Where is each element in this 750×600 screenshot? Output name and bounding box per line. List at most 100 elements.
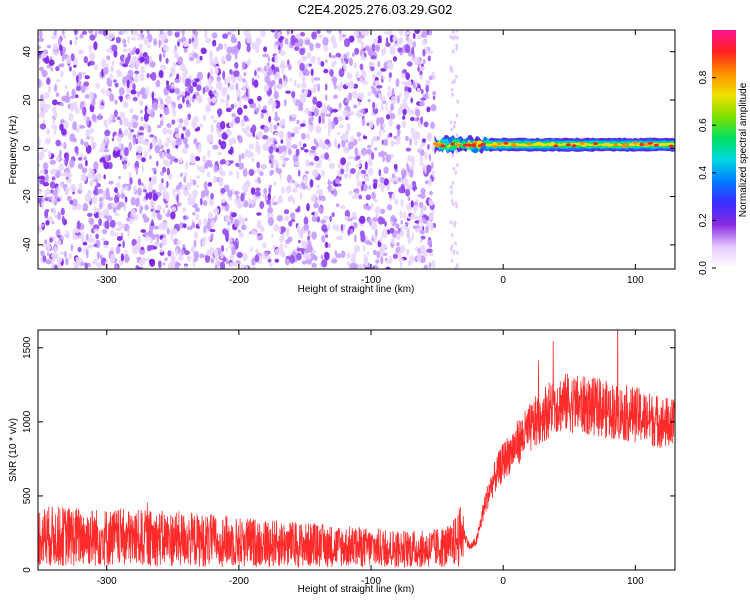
- noise-cell: [291, 114, 298, 118]
- noise-cell: [348, 35, 355, 43]
- noise-cell: [274, 161, 280, 168]
- noise-cell: [173, 53, 179, 59]
- noise-cell: [353, 104, 358, 109]
- noise-cell: [385, 37, 389, 45]
- signal-peak: [593, 142, 598, 146]
- noise-cell: [211, 32, 218, 39]
- noise-cell: [273, 90, 279, 100]
- noise-cell: [83, 156, 87, 161]
- noise-cell: [185, 129, 191, 138]
- noise-cell: [405, 188, 411, 197]
- noise-cell: [292, 126, 300, 135]
- noise-cell: [421, 39, 427, 46]
- noise-cell: [124, 196, 128, 203]
- noise-cell: [372, 101, 376, 110]
- noise-cell: [255, 37, 262, 46]
- noise-cell: [399, 92, 402, 98]
- noise-cell: [75, 256, 81, 262]
- noise-cell: [142, 52, 148, 58]
- noise-cell: [162, 127, 168, 135]
- signal-peak: [462, 143, 468, 147]
- noise-cell: [191, 120, 197, 129]
- noise-cell: [65, 185, 70, 195]
- noise-cell: [451, 153, 455, 158]
- noise-cell: [167, 30, 173, 37]
- noise-cell: [320, 254, 324, 260]
- noise-cell: [229, 122, 234, 128]
- noise-cell: [266, 71, 271, 77]
- noise-cell: [287, 131, 292, 139]
- noise-cell: [242, 84, 246, 91]
- noise-cell: [405, 179, 409, 189]
- noise-cell: [41, 109, 46, 119]
- noise-cell: [83, 141, 89, 148]
- noise-cell: [57, 197, 61, 202]
- noise-cell: [385, 154, 392, 163]
- noise-cell: [279, 226, 286, 233]
- noise-cell: [449, 247, 453, 252]
- noise-cell: [450, 190, 454, 195]
- noise-cell: [264, 254, 271, 260]
- noise-cell: [89, 179, 94, 187]
- noise-cell: [51, 262, 55, 269]
- noise-cell: [126, 79, 130, 89]
- noise-cell: [303, 176, 308, 182]
- noise-cell: [93, 228, 99, 233]
- noise-cell: [208, 90, 213, 97]
- noise-cell: [163, 185, 167, 191]
- noise-cell: [403, 223, 407, 230]
- noise-cell: [138, 43, 144, 48]
- noise-cell: [159, 53, 162, 62]
- noise-cell: [132, 96, 138, 102]
- noise-cell: [449, 120, 453, 125]
- noise-cell: [66, 56, 72, 64]
- noise-cell: [456, 250, 459, 255]
- noise-cell: [386, 59, 392, 69]
- noise-cell: [313, 77, 321, 81]
- noise-cell: [335, 253, 342, 259]
- noise-cell: [397, 47, 403, 53]
- noise-cell: [321, 259, 328, 268]
- noise-cell: [425, 225, 429, 234]
- noise-cell: [226, 76, 231, 82]
- noise-cell: [130, 30, 134, 35]
- noise-cell: [237, 40, 241, 50]
- noise-cell: [254, 178, 259, 184]
- noise-cell: [225, 247, 228, 252]
- noise-cell: [151, 167, 157, 171]
- noise-cell: [341, 250, 346, 259]
- noise-cell: [367, 48, 373, 56]
- noise-cell: [68, 66, 72, 72]
- noise-cell: [304, 170, 310, 175]
- noise-cell: [338, 106, 341, 112]
- noise-cell: [271, 197, 274, 204]
- noise-cell: [44, 239, 48, 245]
- noise-cell: [57, 228, 61, 236]
- noise-cell: [220, 261, 226, 269]
- noise-cell: [289, 254, 296, 264]
- noise-cell: [139, 100, 144, 106]
- noise-cell: [136, 256, 142, 261]
- noise-cell: [427, 239, 432, 247]
- noise-cell: [348, 81, 355, 89]
- noise-cell: [305, 158, 310, 167]
- noise-cell: [313, 202, 319, 209]
- noise-cell: [42, 182, 50, 187]
- noise-cell: [383, 138, 389, 147]
- colorbar-tick-label: 0.2: [698, 213, 709, 227]
- noise-cell: [141, 157, 146, 163]
- noise-cell: [455, 133, 459, 138]
- noise-cell: [78, 235, 82, 239]
- noise-cell: [419, 66, 426, 71]
- noise-cell: [57, 185, 60, 194]
- noise-cell: [229, 160, 234, 164]
- noise-cell: [409, 138, 413, 146]
- noise-cell: [251, 230, 257, 236]
- noise-cell: [153, 38, 158, 46]
- noise-cell: [356, 172, 360, 181]
- noise-cell: [340, 168, 345, 175]
- noise-cell: [365, 205, 372, 211]
- noise-cell: [452, 251, 456, 255]
- signal-peak: [536, 141, 542, 145]
- noise-cell: [248, 203, 253, 209]
